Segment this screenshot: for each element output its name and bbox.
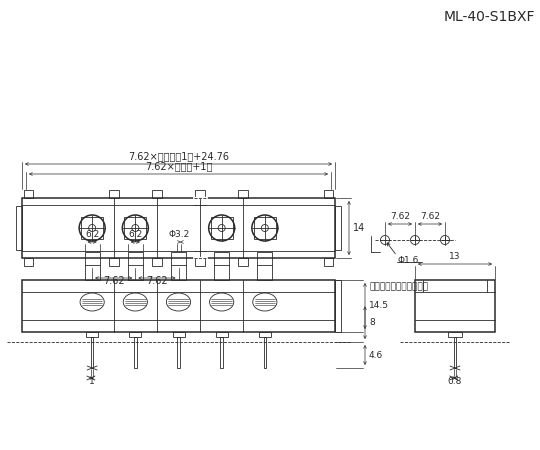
Text: 4.6: 4.6: [369, 351, 383, 360]
Bar: [215, 332, 228, 337]
Text: 1: 1: [89, 377, 95, 386]
Bar: [24, 190, 33, 198]
Bar: [22, 198, 335, 258]
Text: 6.2: 6.2: [85, 230, 99, 239]
Bar: [264, 337, 266, 368]
Text: 7.62: 7.62: [390, 212, 410, 221]
Bar: [86, 332, 98, 337]
Text: 7.62×（極数－1）+24.76: 7.62×（極数－1）+24.76: [128, 151, 229, 161]
Text: ML-40-S1BXF: ML-40-S1BXF: [443, 10, 535, 24]
Bar: [335, 280, 341, 332]
Bar: [259, 332, 271, 337]
Bar: [24, 258, 33, 266]
Bar: [220, 337, 223, 368]
Text: 7.62: 7.62: [420, 212, 440, 221]
Bar: [16, 206, 22, 250]
Circle shape: [208, 215, 235, 241]
Text: 6.2: 6.2: [128, 230, 143, 239]
Text: 7.62: 7.62: [146, 276, 168, 286]
Bar: [214, 252, 230, 280]
Text: Φ1.6: Φ1.6: [398, 256, 420, 265]
Text: 8: 8: [369, 318, 375, 327]
Text: Φ3.2: Φ3.2: [168, 230, 190, 239]
Bar: [128, 252, 143, 280]
Bar: [324, 258, 333, 266]
Bar: [91, 337, 93, 368]
Bar: [324, 190, 333, 198]
Bar: [238, 258, 248, 266]
Bar: [81, 217, 103, 239]
Bar: [454, 337, 456, 368]
Bar: [124, 217, 146, 239]
Text: 7.62×（極数+1）: 7.62×（極数+1）: [145, 161, 212, 171]
Ellipse shape: [80, 293, 104, 311]
Circle shape: [79, 215, 105, 241]
Circle shape: [123, 215, 148, 241]
Bar: [152, 190, 162, 198]
Text: 7.62: 7.62: [103, 276, 125, 286]
Text: 14.5: 14.5: [369, 302, 389, 310]
Bar: [171, 252, 186, 280]
Text: 0.8: 0.8: [448, 377, 462, 386]
Ellipse shape: [253, 293, 277, 311]
Bar: [238, 190, 248, 198]
Ellipse shape: [210, 293, 234, 311]
Bar: [177, 337, 180, 368]
Text: 14: 14: [353, 223, 365, 233]
Bar: [109, 258, 119, 266]
Bar: [22, 280, 335, 332]
Bar: [152, 258, 162, 266]
Bar: [335, 206, 341, 250]
Ellipse shape: [166, 293, 191, 311]
Bar: [415, 280, 495, 332]
Ellipse shape: [123, 293, 147, 311]
Bar: [448, 332, 462, 337]
Bar: [172, 332, 185, 337]
Bar: [134, 337, 137, 368]
Bar: [85, 252, 100, 280]
Bar: [195, 258, 205, 266]
Bar: [129, 332, 141, 337]
Bar: [195, 190, 205, 198]
Text: 13: 13: [449, 252, 461, 261]
Circle shape: [252, 215, 278, 241]
Text: プリント基板用取付孔例: プリント基板用取付孔例: [370, 282, 429, 291]
Bar: [254, 217, 276, 239]
Bar: [109, 190, 119, 198]
Bar: [257, 252, 272, 280]
Bar: [211, 217, 233, 239]
